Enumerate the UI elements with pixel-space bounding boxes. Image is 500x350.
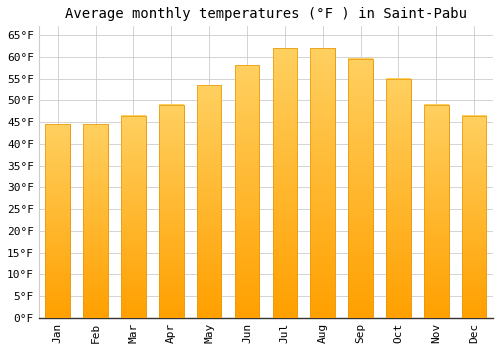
- Bar: [348, 59, 373, 318]
- Bar: [197, 85, 222, 318]
- Bar: [272, 48, 297, 318]
- Bar: [234, 65, 260, 318]
- Bar: [84, 124, 108, 318]
- Bar: [386, 78, 410, 318]
- Title: Average monthly temperatures (°F ) in Saint-Pabu: Average monthly temperatures (°F ) in Sa…: [65, 7, 467, 21]
- Bar: [462, 116, 486, 318]
- Bar: [121, 116, 146, 318]
- Bar: [159, 105, 184, 318]
- Bar: [310, 48, 335, 318]
- Bar: [46, 124, 70, 318]
- Bar: [424, 105, 448, 318]
